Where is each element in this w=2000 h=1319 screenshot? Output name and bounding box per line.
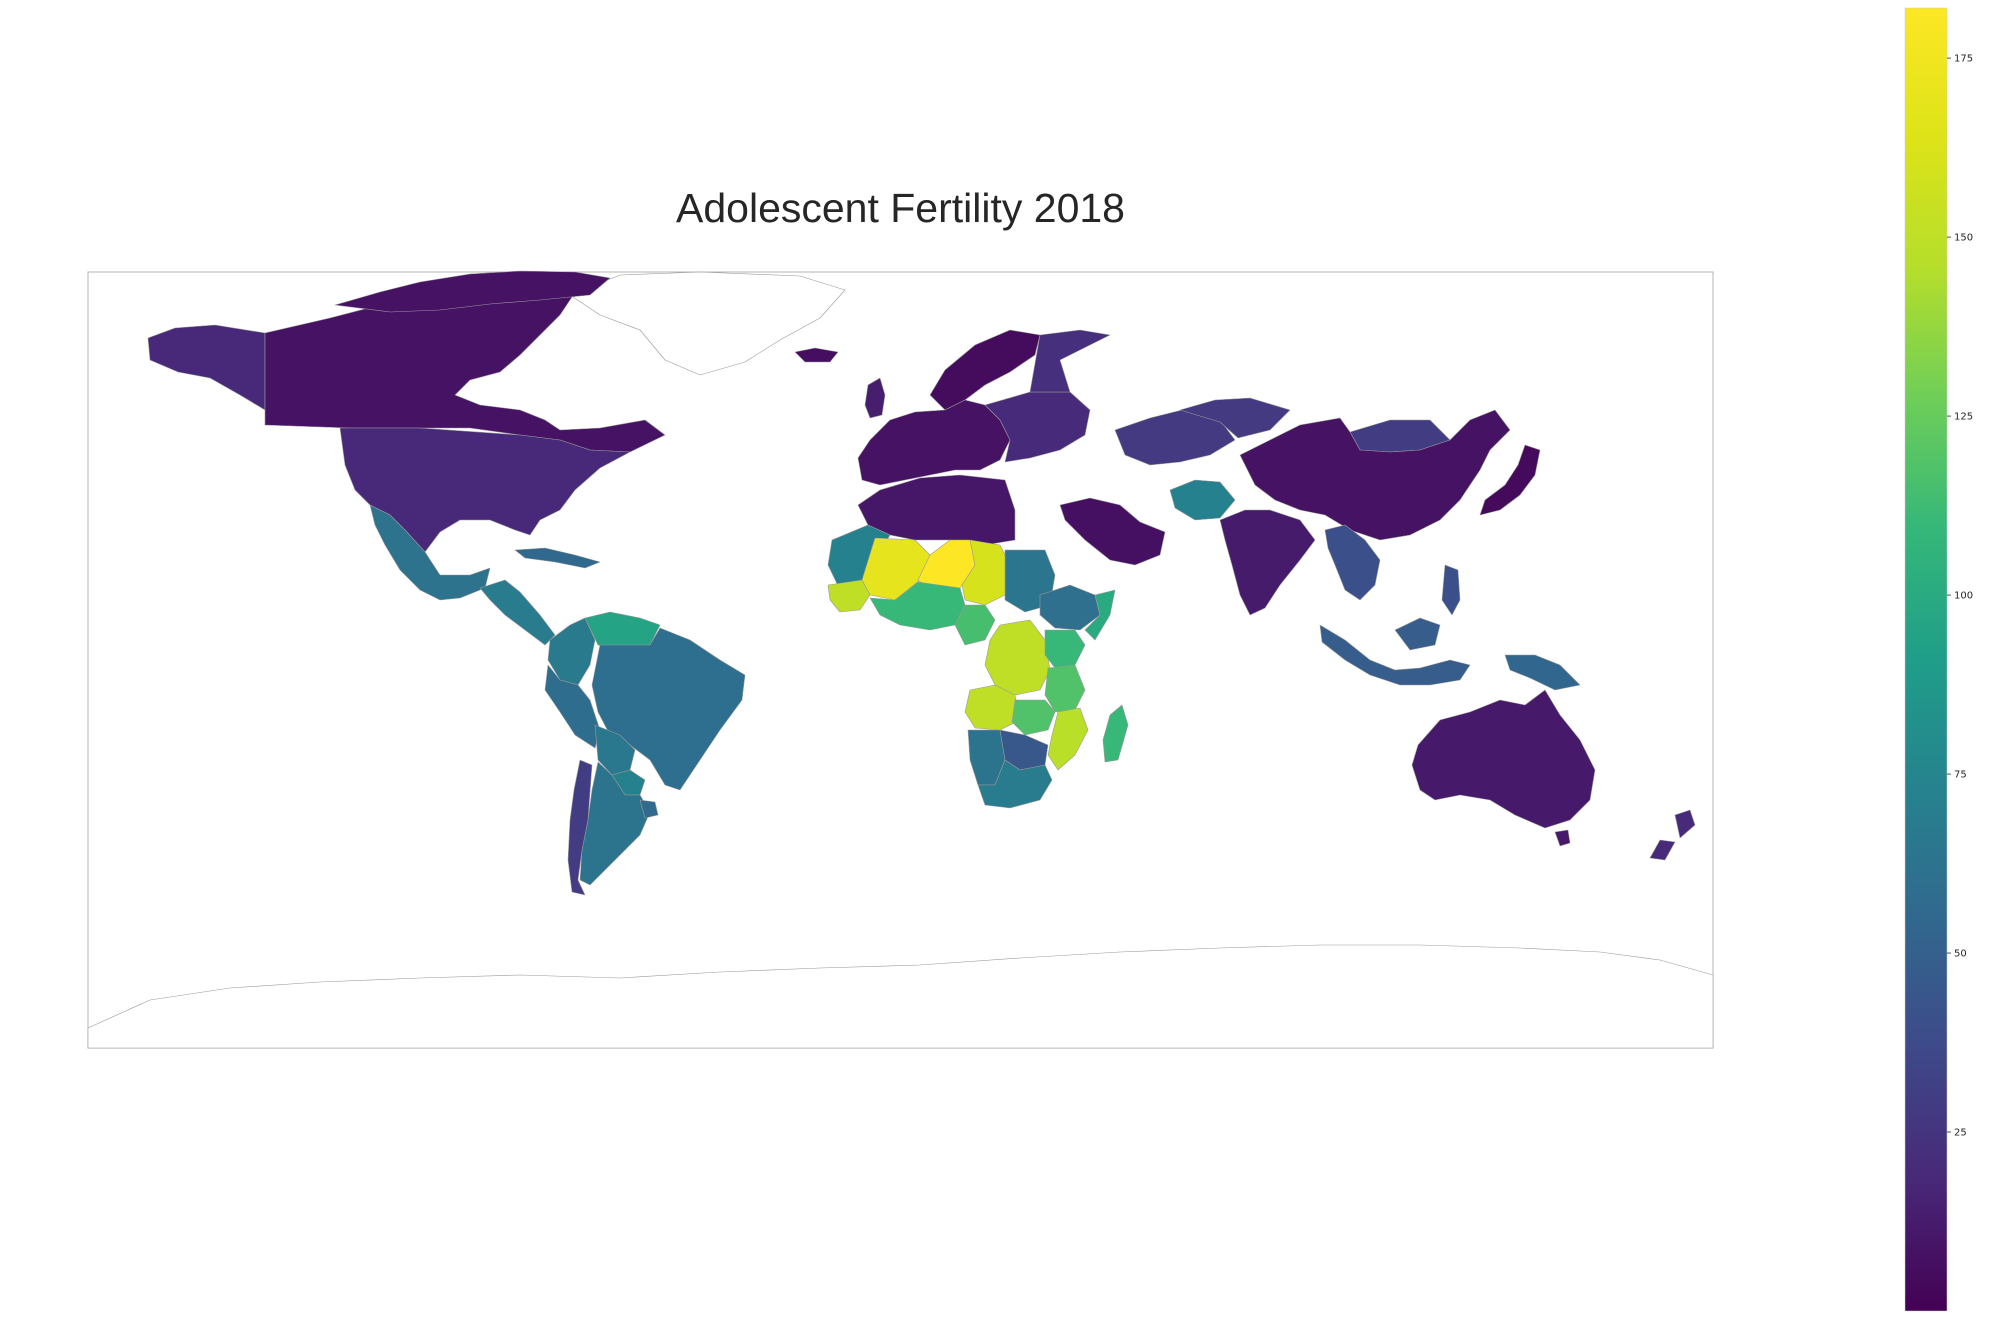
colorbar-tick-label: 50 xyxy=(1954,949,1967,960)
region-alaska xyxy=(147,324,266,411)
region-colombia xyxy=(547,617,596,686)
region-antarctica xyxy=(87,944,1714,1049)
region-australia xyxy=(1411,689,1596,829)
region-tanzania xyxy=(1044,664,1086,713)
region-senegal xyxy=(827,579,871,613)
region-chile xyxy=(567,759,593,896)
colorbar-tick-label: 75 xyxy=(1954,770,1967,781)
region-indonesia xyxy=(1394,617,1441,651)
region-zambia xyxy=(1011,699,1056,736)
region-iceland xyxy=(794,347,839,363)
colorbar-tick-label: 100 xyxy=(1954,591,1973,602)
region-greenland xyxy=(569,271,846,376)
colorbar xyxy=(1904,7,1948,1312)
colorbar-tick-label: 150 xyxy=(1954,233,1973,244)
region-indonesia xyxy=(1319,624,1471,686)
region-ethiopia xyxy=(1039,584,1101,631)
region-saudi-arabia xyxy=(1059,497,1166,566)
region-uruguay xyxy=(639,799,659,819)
region-brazil xyxy=(591,627,746,791)
region-kazakhstan xyxy=(1179,397,1291,439)
region-kazakhstan xyxy=(1114,407,1236,466)
region-canada xyxy=(334,270,611,313)
region-australia xyxy=(1554,829,1571,847)
colorbar-tick-label: 175 xyxy=(1954,54,1973,65)
region-afghanistan xyxy=(1169,479,1236,521)
region-southeast-asia xyxy=(1441,564,1461,616)
region-central-america xyxy=(479,579,556,646)
region-russia xyxy=(1029,329,1111,393)
region-caribbean xyxy=(514,547,601,569)
map-title: Adolescent Fertility 2018 xyxy=(676,185,1125,231)
region-new-zealand xyxy=(1649,839,1676,861)
colorbar-tick-label: 25 xyxy=(1954,1128,1967,1139)
region-china xyxy=(1239,409,1511,541)
region-mozambique xyxy=(1047,707,1089,771)
region-south-africa xyxy=(977,759,1053,809)
colorbar-tick-label: 125 xyxy=(1954,412,1973,423)
region-united-kingdom xyxy=(864,377,886,419)
region-southeast-asia xyxy=(1324,524,1381,601)
region-japan xyxy=(1479,444,1541,516)
region-dr-congo xyxy=(984,619,1051,696)
region-new-zealand xyxy=(1674,809,1696,839)
region-kenya xyxy=(1044,629,1086,669)
region-somalia xyxy=(1084,589,1116,641)
region-cameroon xyxy=(954,604,996,646)
region-madagascar xyxy=(1102,704,1129,763)
region-papua-new-guinea xyxy=(1504,654,1581,691)
region-venezuela xyxy=(584,611,661,651)
region-india xyxy=(1219,509,1316,616)
colorbar-ticks: 25 50 75 100 125 150 175 xyxy=(1947,54,1973,1139)
region-angola xyxy=(964,684,1021,731)
